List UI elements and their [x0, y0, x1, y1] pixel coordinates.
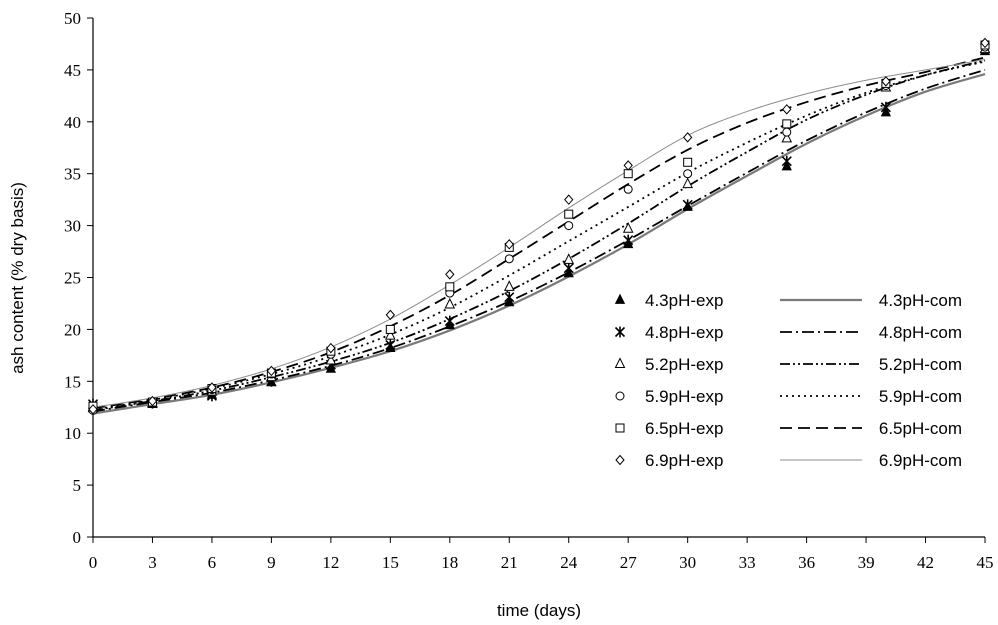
legend-label: 6.9pH-com	[879, 451, 962, 470]
data-point-6.9pH-exp	[682, 132, 693, 143]
data-point-4.8pH-exp	[682, 199, 693, 211]
data-point-5.9pH-exp	[683, 169, 693, 179]
data-point-5.2pH-exp	[622, 222, 634, 233]
x-tick-label: 0	[89, 553, 98, 572]
legend-marker	[614, 357, 626, 368]
x-tick-label: 12	[322, 553, 339, 572]
legend-label: 5.9pH-exp	[645, 387, 723, 406]
legend-label: 5.9pH-com	[879, 387, 962, 406]
y-tick-label: 25	[64, 269, 81, 288]
data-point-5.9pH-exp	[623, 184, 633, 194]
x-tick-label: 21	[501, 553, 518, 572]
data-point-6.9pH-exp	[564, 194, 574, 205]
series-line-4.3pH-com	[92, 72, 986, 415]
y-tick-label: 5	[73, 476, 82, 495]
legend-label: 4.3pH-com	[879, 291, 962, 310]
x-tick-label: 33	[739, 553, 756, 572]
data-point-5.2pH-exp	[444, 297, 456, 309]
x-tick-label: 24	[560, 553, 578, 572]
series-lines	[92, 56, 986, 415]
data-point-5.2pH-exp	[503, 280, 515, 291]
y-tick-label: 15	[64, 372, 81, 391]
data-point-4.8pH-exp	[504, 291, 515, 303]
data-point-6.9pH-exp	[623, 160, 633, 171]
data-point-6.5pH-exp	[782, 119, 792, 129]
data-point-4.8pH-exp	[385, 339, 396, 351]
x-axis-title: time (days)	[497, 601, 581, 620]
legend-marker	[615, 391, 625, 401]
legend-marker	[614, 293, 626, 304]
series-line-4.8pH-com	[92, 69, 986, 413]
y-axis-title: ash content (% dry basis)	[8, 182, 27, 374]
data-point-6.9pH-exp	[881, 76, 891, 87]
x-tick-label: 27	[620, 553, 638, 572]
legend-label: 4.3pH-exp	[645, 291, 723, 310]
data-point-6.5pH-exp	[445, 282, 455, 292]
legend-marker	[615, 423, 625, 433]
data-point-4.8pH-exp	[563, 262, 574, 274]
data-point-6.9pH-exp	[147, 395, 158, 407]
data-point-6.9pH-exp	[326, 342, 336, 354]
data-point-5.2pH-exp	[781, 131, 793, 143]
y-tick-label: 45	[64, 61, 81, 80]
y-tick-label: 20	[64, 320, 81, 339]
y-tick-label: 50	[64, 9, 81, 28]
data-point-4.8pH-exp	[781, 155, 792, 167]
y-tick-label: 0	[73, 528, 82, 547]
legend-label: 6.5pH-exp	[645, 419, 723, 438]
series-line-5.2pH-com	[92, 59, 986, 412]
data-point-4.8pH-exp	[623, 234, 634, 246]
data-point-4.8pH-exp	[444, 315, 455, 327]
y-tick-label: 35	[64, 165, 81, 184]
legend-background	[595, 282, 970, 492]
data-point-4.8pH-exp	[880, 101, 891, 113]
legend-label: 6.9pH-exp	[645, 451, 723, 470]
data-point-6.5pH-exp	[683, 157, 693, 167]
x-tick-label: 45	[977, 553, 994, 572]
data-point-6.5pH-exp	[623, 169, 633, 179]
data-point-6.9pH-exp	[445, 269, 455, 280]
legend-label: 4.8pH-com	[879, 323, 962, 342]
data-point-5.9pH-exp	[504, 254, 514, 264]
data-point-6.5pH-exp	[385, 324, 395, 334]
x-tick-label: 3	[148, 553, 157, 572]
data-point-5.2pH-exp	[325, 353, 337, 365]
series-line-6.9pH-com	[92, 59, 986, 408]
y-tick-label: 30	[64, 217, 81, 236]
data-point-6.9pH-exp	[980, 37, 990, 49]
legend-label: 4.8pH-exp	[645, 323, 723, 342]
legend-label: 5.2pH-exp	[645, 355, 723, 374]
legend: 4.3pH-exp 4.8pH-exp 5.2pH-exp 5.9pH-exp 6.5p…	[595, 282, 970, 492]
x-tick-label: 36	[798, 553, 815, 572]
data-point-5.9pH-exp	[782, 127, 792, 137]
data-point-6.9pH-exp	[266, 365, 277, 377]
x-tick-label: 6	[208, 553, 217, 572]
x-tick-label: 15	[382, 553, 399, 572]
series-markers	[87, 37, 991, 415]
legend-label: 6.5pH-com	[879, 419, 962, 438]
data-point-5.2pH-exp	[385, 329, 396, 340]
x-tick-label: 39	[858, 553, 875, 572]
x-tick-label: 18	[441, 553, 458, 572]
x-tick-label: 42	[917, 553, 934, 572]
data-point-6.9pH-exp	[88, 404, 98, 415]
legend-marker	[615, 454, 625, 466]
data-point-6.5pH-exp	[564, 209, 574, 219]
data-point-5.2pH-exp	[682, 177, 693, 189]
x-tick-label: 9	[267, 553, 276, 572]
legend-marker	[614, 326, 626, 338]
y-tick-label: 10	[64, 424, 81, 443]
data-point-5.2pH-exp	[563, 253, 575, 264]
x-tick-label: 30	[679, 553, 696, 572]
data-point-5.9pH-exp	[564, 221, 574, 231]
legend-label: 5.2pH-com	[879, 355, 962, 374]
y-tick-label: 40	[64, 113, 81, 132]
data-point-6.9pH-exp	[782, 104, 792, 115]
data-point-6.9pH-exp	[504, 239, 514, 250]
data-point-6.9pH-exp	[207, 382, 217, 393]
data-point-6.9pH-exp	[385, 309, 396, 321]
